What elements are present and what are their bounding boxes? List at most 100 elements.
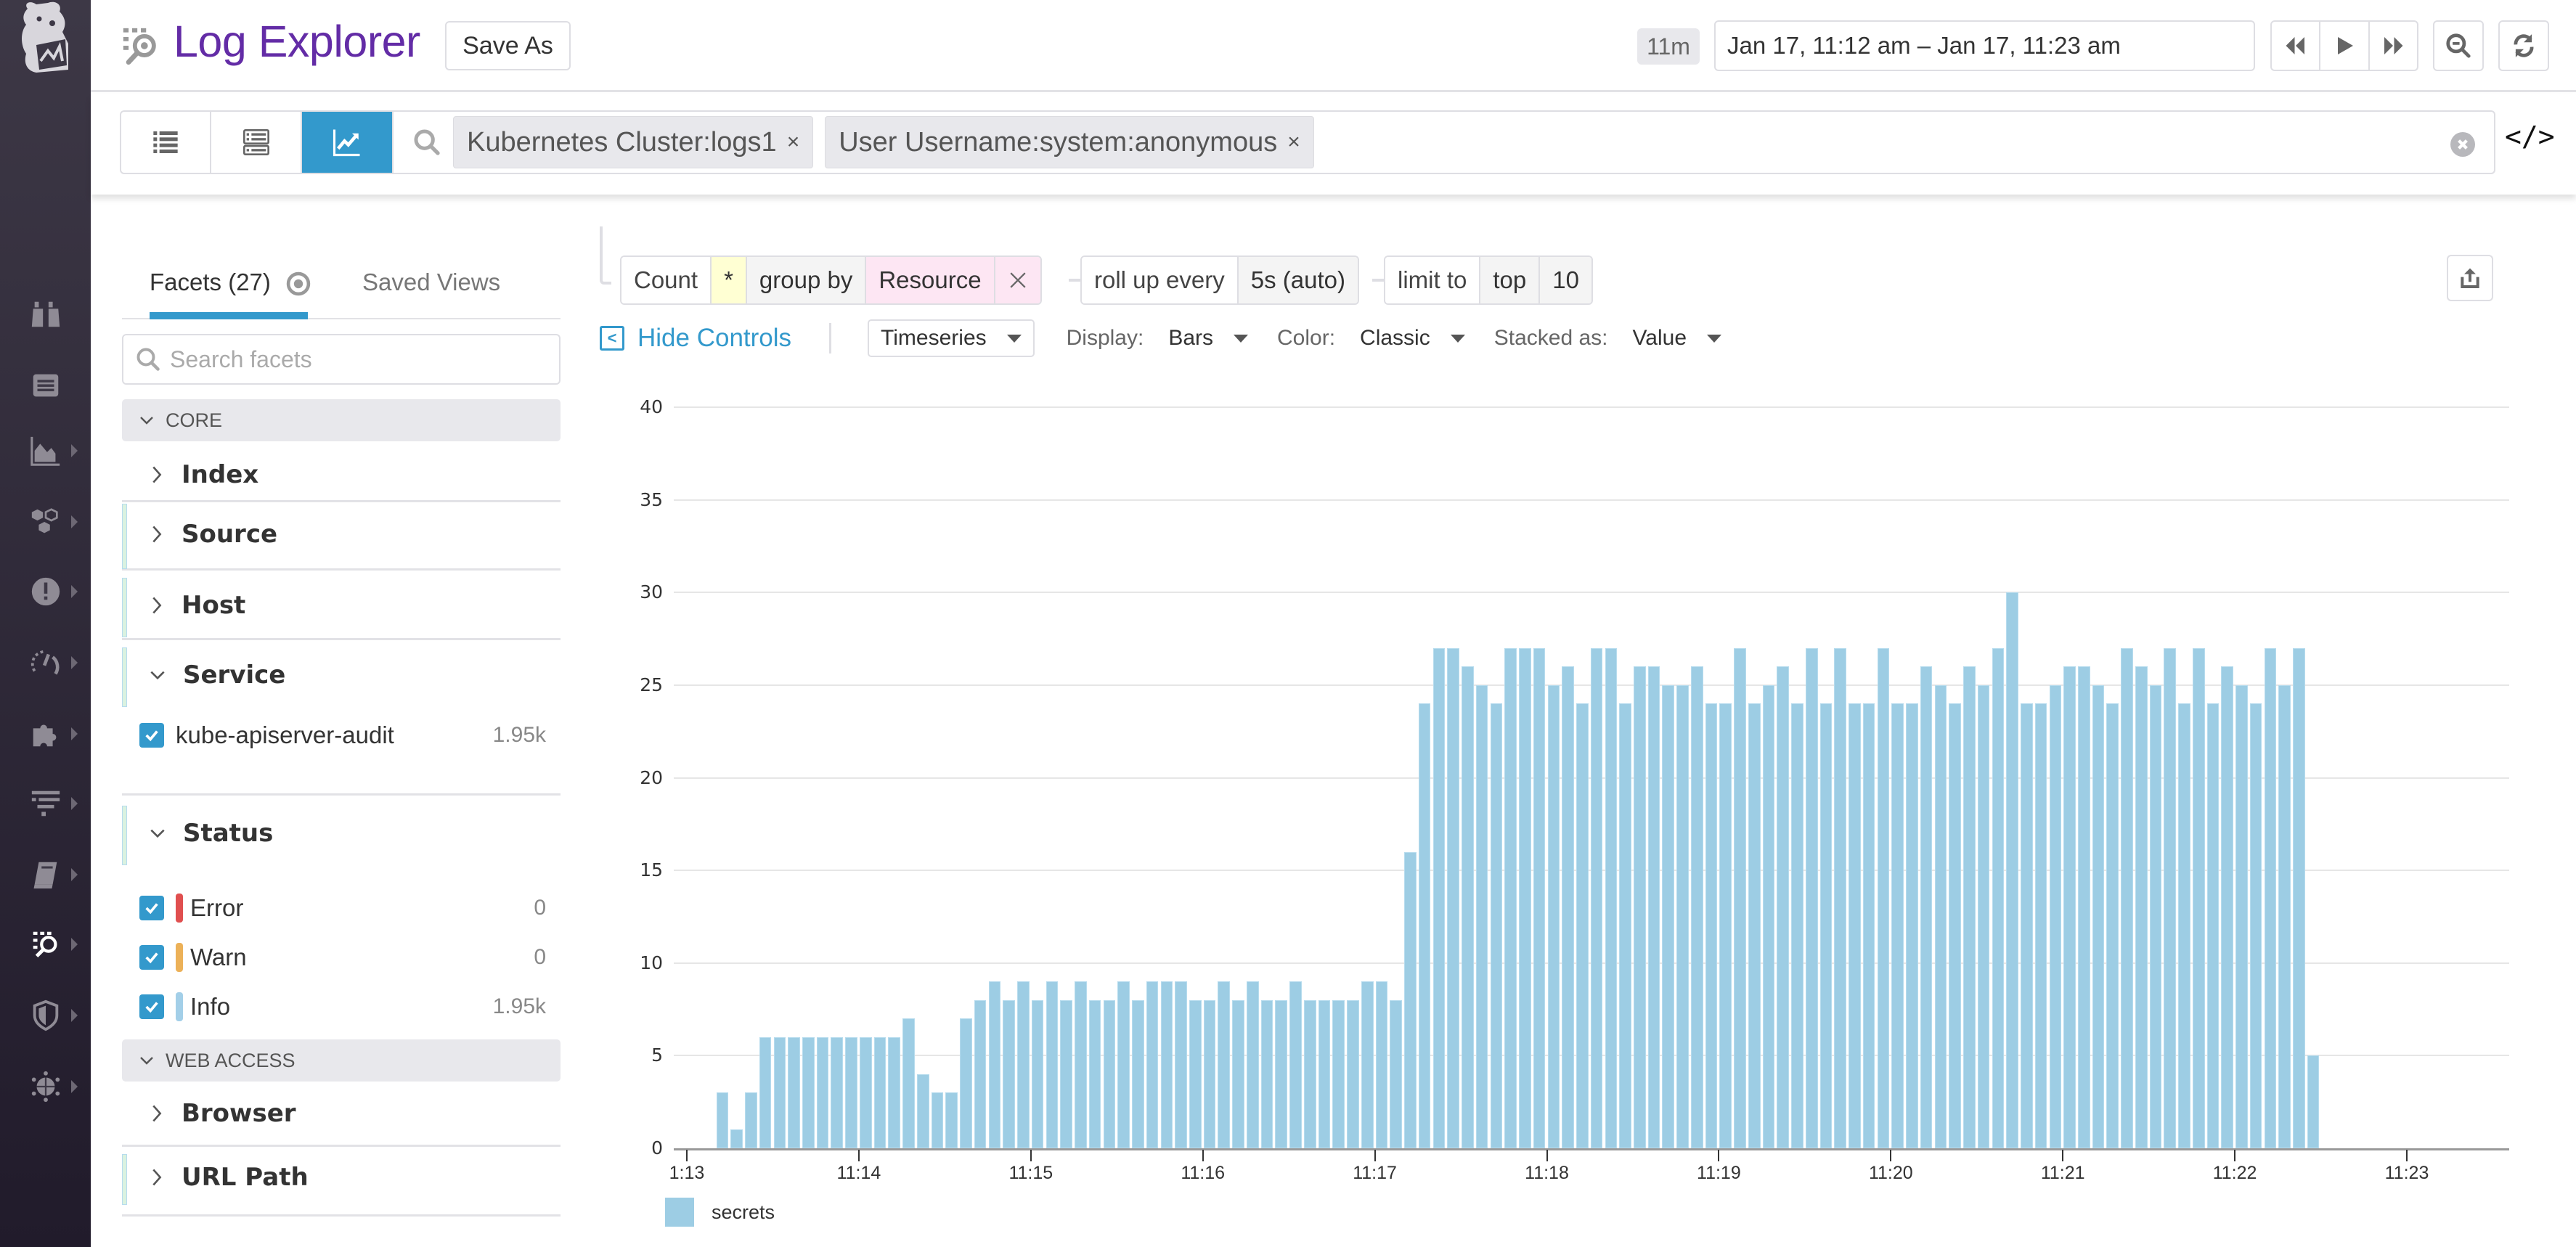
chart-bar[interactable] <box>788 1037 800 1148</box>
chart-bar[interactable] <box>1189 999 1202 1148</box>
chart-bar[interactable] <box>2178 703 2190 1148</box>
chart-bar[interactable] <box>1332 999 1345 1148</box>
chart-bar[interactable] <box>2164 647 2177 1148</box>
checkbox-checked[interactable] <box>139 723 164 748</box>
color-dropdown[interactable]: Classic <box>1360 319 1465 357</box>
datadog-logo-icon[interactable] <box>15 0 77 75</box>
remove-group-by-button[interactable] <box>995 257 1040 303</box>
facet-value-error[interactable]: Error 0 <box>139 890 546 926</box>
chart-bar[interactable] <box>931 1092 944 1148</box>
chart-bar[interactable] <box>945 1092 958 1148</box>
chart-bar[interactable] <box>974 999 987 1148</box>
chart-bar[interactable] <box>2121 647 2133 1148</box>
chart-bar[interactable] <box>1232 999 1244 1148</box>
facet-group-core[interactable]: CORE <box>122 399 561 441</box>
zoom-out-button[interactable] <box>2433 20 2484 71</box>
chart-bar[interactable] <box>988 981 1001 1148</box>
nav-item-explorer[interactable] <box>0 289 91 340</box>
chart-bar[interactable] <box>1690 666 1703 1148</box>
chart-bar[interactable] <box>1576 703 1589 1148</box>
chart-bar[interactable] <box>1404 851 1417 1148</box>
nav-item-infrastructure[interactable] <box>0 496 91 547</box>
chart-bar[interactable] <box>845 1037 857 1148</box>
chart-bar[interactable] <box>816 1037 829 1148</box>
time-span-badge[interactable]: 11m <box>1637 28 1700 65</box>
chart-bar[interactable] <box>1533 647 1546 1148</box>
nav-item-apm[interactable] <box>0 637 91 688</box>
chart-bar[interactable] <box>888 1037 901 1148</box>
chart-bar[interactable] <box>1762 684 1775 1148</box>
chart-bar[interactable] <box>960 1018 972 1148</box>
checkbox-checked[interactable] <box>139 896 164 920</box>
search-query-field[interactable]: Kubernetes Cluster:logs1 × User Username… <box>394 110 2495 174</box>
chart-bar[interactable] <box>1060 999 1072 1148</box>
chart-bar[interactable] <box>1318 999 1331 1148</box>
code-view-icon[interactable]: </> <box>2505 120 2555 152</box>
stacked-as-dropdown[interactable]: Value <box>1633 319 1722 357</box>
chart-bar[interactable] <box>2264 647 2277 1148</box>
nav-item-pipelines[interactable] <box>0 778 91 829</box>
limit-count-field[interactable]: 10 <box>1540 257 1591 303</box>
chart-bar[interactable] <box>1117 981 1130 1148</box>
chart-bar[interactable] <box>2006 592 2018 1148</box>
chart-bar[interactable] <box>1805 647 1818 1148</box>
analytics-view-button[interactable] <box>301 112 392 173</box>
chart-bar[interactable] <box>1877 647 1890 1148</box>
chart-bar[interactable] <box>1160 981 1173 1148</box>
chart-bar[interactable] <box>1777 666 1790 1148</box>
chart-bar[interactable] <box>802 1037 815 1148</box>
display-dropdown[interactable]: Bars <box>1168 319 1249 357</box>
hide-controls-button[interactable]: < Hide Controls <box>600 324 791 353</box>
chart-bar[interactable] <box>2235 684 2248 1148</box>
chart-bar[interactable] <box>1734 647 1746 1148</box>
chart-bar[interactable] <box>831 1037 844 1148</box>
chart-bar[interactable] <box>902 1018 915 1148</box>
save-as-button[interactable]: Save As <box>445 21 571 70</box>
export-button[interactable] <box>2447 255 2493 301</box>
facet-group-web-access[interactable]: WEB ACCESS <box>122 1039 561 1082</box>
chart-bar[interactable] <box>1017 981 1030 1148</box>
chart-bar[interactable] <box>2106 703 2119 1148</box>
measure-field[interactable]: * <box>712 257 747 303</box>
chart-bar[interactable] <box>773 1037 786 1148</box>
time-range-input[interactable]: Jan 17, 11:12 am – Jan 17, 11:23 am <box>1714 20 2255 71</box>
chart-bar[interactable] <box>2135 666 2148 1148</box>
remove-pill-icon[interactable]: × <box>1287 130 1300 154</box>
chart-bar[interactable] <box>1849 703 1861 1148</box>
chart-bar[interactable] <box>1605 647 1618 1148</box>
chart-bar[interactable] <box>1103 999 1116 1148</box>
nav-item-events[interactable] <box>0 360 91 411</box>
chart-bar[interactable] <box>2278 684 2291 1148</box>
chart-bar[interactable] <box>873 1037 886 1148</box>
chart-bar[interactable] <box>2092 684 2105 1148</box>
chart-bar[interactable] <box>1432 647 1446 1148</box>
chart-bar[interactable] <box>2149 684 2162 1148</box>
chart-bar[interactable] <box>1031 999 1044 1148</box>
chart-bar[interactable] <box>1834 647 1846 1148</box>
chart-bar[interactable] <box>1347 999 1359 1148</box>
chart-bar[interactable] <box>1633 666 1646 1148</box>
chart-bar[interactable] <box>1906 703 1918 1148</box>
chart-bar[interactable] <box>1289 981 1302 1148</box>
nav-item-security[interactable] <box>0 990 91 1041</box>
chart-bar[interactable] <box>1203 999 1216 1148</box>
chart-bar[interactable] <box>1218 981 1231 1148</box>
chart-bar[interactable] <box>1146 981 1159 1148</box>
chart-bar[interactable] <box>1246 981 1259 1148</box>
facet-url-path[interactable]: URL Path <box>122 1148 561 1217</box>
remove-pill-icon[interactable]: × <box>786 130 800 154</box>
legend-label[interactable]: secrets <box>712 1201 775 1223</box>
facet-browser[interactable]: Browser <box>122 1082 561 1147</box>
nav-item-integrations[interactable] <box>0 708 91 759</box>
chart-bar[interactable] <box>1003 999 1015 1148</box>
facet-value-info[interactable]: Info 1.95k <box>139 989 546 1025</box>
tab-facets[interactable]: Facets (27) <box>150 269 312 296</box>
chart-bar[interactable] <box>1934 684 1947 1148</box>
rollup-interval-field[interactable]: 5s (auto) <box>1238 257 1358 303</box>
chart-bar[interactable] <box>2034 703 2047 1148</box>
chart-bar[interactable] <box>2293 647 2305 1148</box>
chart-bar[interactable] <box>1647 666 1660 1148</box>
facet-host[interactable]: Host <box>122 572 561 640</box>
chart-bar[interactable] <box>1519 647 1531 1148</box>
eye-icon[interactable] <box>285 271 312 296</box>
